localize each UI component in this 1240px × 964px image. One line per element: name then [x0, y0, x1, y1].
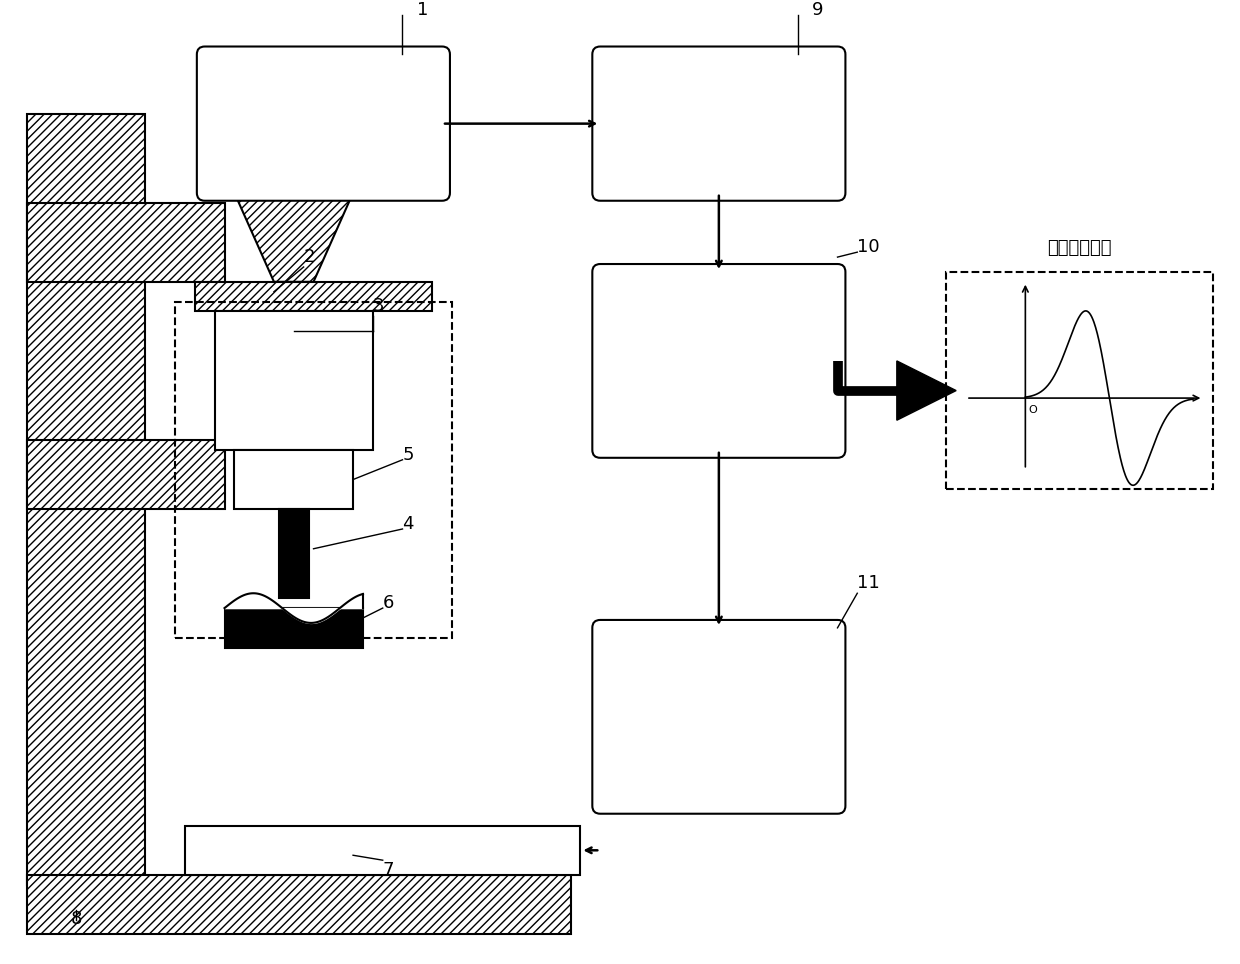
Bar [195, 281, 433, 311]
Bar [234, 450, 353, 509]
Text: 2: 2 [304, 248, 315, 266]
Text: 3: 3 [373, 298, 384, 315]
Text: 11: 11 [857, 575, 880, 592]
Bar [27, 114, 145, 885]
Bar [175, 302, 451, 638]
Bar [224, 608, 363, 648]
Bar [27, 440, 224, 509]
FancyBboxPatch shape [593, 46, 846, 201]
Bar [946, 272, 1213, 490]
Text: 1: 1 [417, 1, 428, 19]
FancyBboxPatch shape [593, 620, 846, 814]
Bar [195, 281, 433, 311]
Text: 8: 8 [71, 910, 82, 928]
Text: 9: 9 [812, 1, 823, 19]
Bar [27, 114, 145, 885]
Text: 4: 4 [403, 515, 414, 533]
FancyBboxPatch shape [197, 46, 450, 201]
Polygon shape [897, 361, 956, 420]
Text: 6: 6 [383, 594, 394, 612]
Bar [215, 311, 373, 450]
FancyBboxPatch shape [593, 264, 846, 458]
Bar [185, 825, 580, 875]
Bar [27, 202, 224, 281]
Bar [27, 875, 570, 934]
Bar [27, 202, 224, 281]
Text: O: O [1028, 405, 1037, 415]
Text: 聚焦误差信号: 聚焦误差信号 [1048, 239, 1112, 257]
Bar [27, 875, 570, 934]
Bar [279, 509, 309, 599]
Text: 7: 7 [383, 861, 394, 879]
Bar [27, 440, 224, 509]
Text: 10: 10 [857, 238, 880, 256]
Text: 5: 5 [403, 445, 414, 464]
Polygon shape [234, 193, 353, 281]
